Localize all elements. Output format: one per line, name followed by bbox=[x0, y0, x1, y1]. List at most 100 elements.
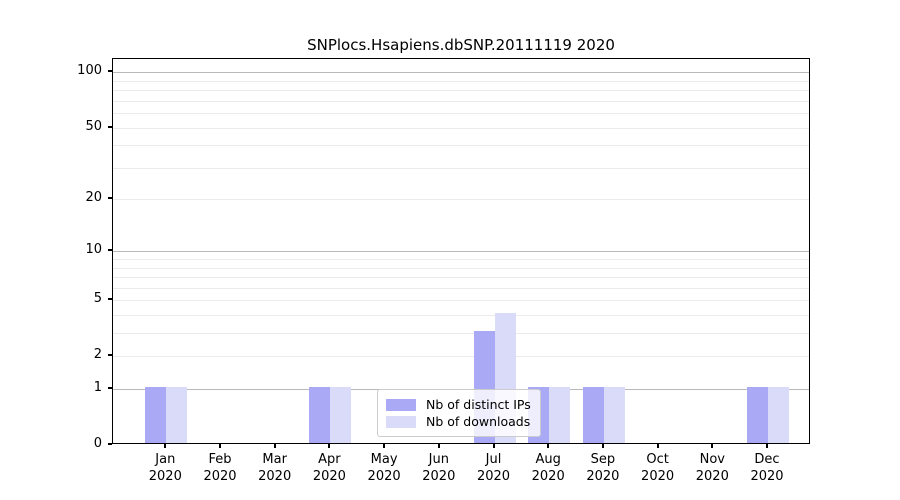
x-tick-label-year: 2020 bbox=[750, 469, 784, 484]
x-tick-label: Nov 2020 bbox=[680, 451, 744, 485]
x-tick bbox=[164, 444, 167, 448]
x-tick-label-year: 2020 bbox=[641, 469, 675, 484]
gridline-minor bbox=[113, 90, 809, 92]
x-tick-label: Aug 2020 bbox=[516, 451, 580, 485]
gridline-minor bbox=[113, 167, 809, 169]
y-tick bbox=[108, 443, 112, 445]
x-tick bbox=[328, 444, 331, 448]
x-tick bbox=[219, 444, 221, 448]
x-tick-label-year: 2020 bbox=[148, 469, 182, 484]
bar-jan-series1 bbox=[166, 387, 188, 443]
y-tick-label: 5 bbox=[93, 291, 102, 307]
x-tick bbox=[711, 444, 714, 448]
x-tick-label: May 2020 bbox=[352, 451, 416, 485]
y-tick bbox=[108, 249, 112, 252]
gridline-minor bbox=[113, 267, 809, 269]
gridline-minor bbox=[113, 356, 809, 358]
gridline-minor bbox=[113, 287, 809, 289]
x-tick-label: Sep 2020 bbox=[571, 451, 635, 485]
y-tick bbox=[108, 70, 112, 73]
gridline-major bbox=[113, 251, 809, 253]
x-tick-label: Jan 2020 bbox=[133, 451, 197, 485]
x-tick-label-month: Jan bbox=[155, 452, 176, 467]
legend-swatch-distinct-ips bbox=[386, 398, 416, 411]
x-tick-label-month: Nov bbox=[699, 452, 725, 467]
x-tick-label: Mar 2020 bbox=[243, 451, 307, 485]
bar-aug-series1 bbox=[549, 387, 571, 443]
gridline-major bbox=[113, 72, 809, 74]
x-tick-label-year: 2020 bbox=[476, 469, 511, 484]
bar-sep-series1 bbox=[603, 387, 625, 443]
gridline-minor bbox=[113, 333, 809, 335]
y-tick-label: 50 bbox=[85, 118, 102, 134]
gridline-minor bbox=[113, 315, 809, 317]
x-tick-label-year: 2020 bbox=[203, 469, 237, 484]
legend-swatch-downloads bbox=[386, 415, 416, 428]
x-tick bbox=[547, 444, 550, 448]
x-tick-label-month: Sep bbox=[590, 452, 616, 467]
x-tick-label-year: 2020 bbox=[367, 469, 401, 484]
y-tick-label: 0 bbox=[93, 436, 102, 451]
x-tick-label-year: 2020 bbox=[695, 469, 729, 484]
y-tick-label: 1 bbox=[93, 380, 102, 395]
gridline-minor bbox=[113, 145, 809, 147]
gridline-minor bbox=[113, 277, 809, 279]
y-tick bbox=[108, 387, 112, 389]
y-tick-label: 100 bbox=[77, 63, 102, 79]
x-tick-label-month: Oct bbox=[646, 452, 669, 467]
bar-apr-series0 bbox=[309, 387, 331, 443]
y-tick bbox=[108, 125, 112, 128]
y-tick-label: 10 bbox=[85, 242, 102, 258]
gridline-minor bbox=[113, 80, 809, 82]
x-tick-label: Oct 2020 bbox=[626, 451, 690, 485]
bar-dec-series1 bbox=[768, 387, 789, 443]
x-tick-label-month: Dec bbox=[754, 452, 780, 467]
x-tick-label: Apr 2020 bbox=[297, 451, 361, 485]
x-tick-label-year: 2020 bbox=[422, 469, 456, 484]
gridline-minor bbox=[113, 199, 809, 201]
bar-sep-series0 bbox=[582, 387, 604, 443]
x-tick-label-month: Jun bbox=[428, 452, 449, 467]
legend: Nb of distinct IPs Nb of downloads bbox=[377, 389, 541, 437]
y-tick-label: 20 bbox=[85, 190, 102, 206]
x-tick-label-month: May bbox=[370, 452, 398, 467]
legend-entry-downloads: Nb of downloads bbox=[386, 413, 531, 430]
x-tick-label-year: 2020 bbox=[531, 469, 565, 484]
gridline-minor bbox=[113, 300, 809, 302]
gridline-minor bbox=[113, 127, 809, 129]
x-tick-label-month: Apr bbox=[318, 452, 341, 467]
y-tick bbox=[108, 298, 112, 301]
x-tick-label: Jul 2020 bbox=[462, 451, 526, 485]
gridline-minor bbox=[113, 259, 809, 261]
x-tick-label: Jun 2020 bbox=[407, 451, 471, 485]
bar-dec-series0 bbox=[747, 387, 768, 443]
x-tick-label: Dec 2020 bbox=[735, 451, 799, 485]
x-tick bbox=[492, 444, 495, 448]
legend-entry-distinct-ips: Nb of distinct IPs bbox=[386, 396, 531, 413]
x-tick bbox=[601, 444, 604, 448]
x-tick-label-month: Jul bbox=[485, 452, 502, 467]
plot-area bbox=[112, 58, 810, 444]
gridline-minor bbox=[113, 100, 809, 102]
legend-label-distinct-ips: Nb of distinct IPs bbox=[426, 397, 531, 412]
x-tick-label-year: 2020 bbox=[312, 469, 346, 484]
bar-apr-series1 bbox=[330, 387, 352, 443]
chart-title: SNPlocs.Hsapiens.dbSNP.20111119 2020 bbox=[307, 36, 615, 54]
x-tick bbox=[766, 444, 768, 448]
y-tick bbox=[108, 197, 112, 200]
x-tick-label: Feb 2020 bbox=[188, 451, 252, 485]
x-tick bbox=[437, 444, 440, 448]
x-tick-label-year: 2020 bbox=[586, 469, 620, 484]
x-tick bbox=[656, 444, 659, 448]
x-tick bbox=[383, 444, 386, 448]
y-tick-label: 2 bbox=[93, 347, 102, 363]
y-tick bbox=[108, 354, 112, 357]
bar-jan-series0 bbox=[145, 387, 167, 443]
legend-label-downloads: Nb of downloads bbox=[426, 414, 531, 429]
x-tick-label-month: Mar bbox=[262, 452, 287, 467]
x-tick-label-month: Feb bbox=[208, 452, 232, 467]
gridline-minor bbox=[113, 113, 809, 115]
x-tick-label-month: Aug bbox=[535, 452, 561, 467]
x-tick-label-year: 2020 bbox=[258, 469, 292, 484]
